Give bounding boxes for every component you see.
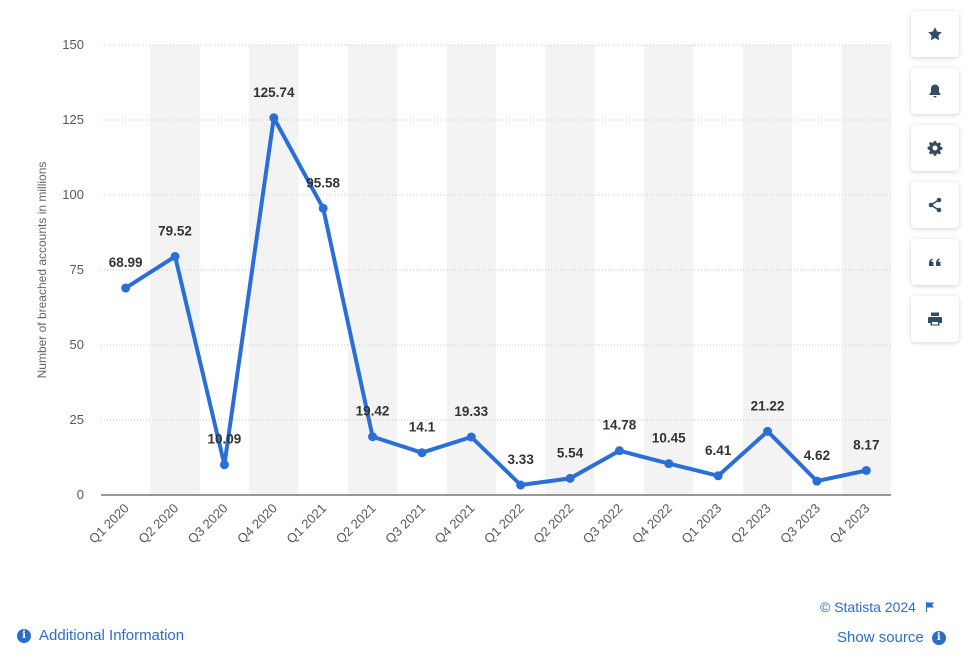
x-tick-label: Q1 2023 xyxy=(678,501,724,547)
y-axis-title: Number of breached accounts in millions xyxy=(35,162,49,379)
x-tick-label: Q4 2021 xyxy=(432,501,478,547)
gear-icon xyxy=(927,141,943,156)
data-point[interactable] xyxy=(516,480,526,490)
x-tick-label: Q3 2023 xyxy=(777,501,823,547)
data-labels: 68.99 79.52 10.09 125.74 95.58 19.42 14.1 19.33… xyxy=(109,85,880,467)
y-axis-ticks: 0 25 50 75 100 125 150 xyxy=(62,37,84,502)
data-point[interactable] xyxy=(664,459,674,469)
x-tick-label: Q1 2021 xyxy=(283,501,329,547)
data-label: 10.09 xyxy=(208,432,242,447)
data-label: 8.17 xyxy=(853,437,879,452)
data-label: 14.1 xyxy=(409,420,436,435)
data-label: 19.33 xyxy=(454,404,488,419)
data-point[interactable] xyxy=(170,251,180,261)
x-tick-label: Q3 2020 xyxy=(185,501,231,547)
x-tick-label: Q4 2023 xyxy=(827,501,873,547)
data-point[interactable] xyxy=(763,426,773,436)
x-tick-label: Q3 2022 xyxy=(580,501,626,547)
y-tick-label: 125 xyxy=(62,112,84,127)
data-point[interactable] xyxy=(713,471,723,481)
notification-button[interactable] xyxy=(911,68,959,114)
info-icon: i xyxy=(931,630,946,645)
x-tick-label: Q4 2022 xyxy=(629,501,675,547)
quote-icon xyxy=(929,258,941,266)
show-source-link[interactable]: Show source i xyxy=(837,629,946,646)
data-label: 5.54 xyxy=(557,445,584,460)
series-line xyxy=(123,115,869,487)
data-point[interactable] xyxy=(565,473,575,483)
x-tick-label: Q1 2020 xyxy=(86,501,132,547)
side-toolbar xyxy=(911,11,959,353)
category-band xyxy=(249,45,299,495)
x-axis-ticks: Q1 2020 Q2 2020 Q3 2020 Q4 2020 Q1 2021 Q2 20… xyxy=(86,501,872,547)
category-band xyxy=(446,45,496,495)
data-point[interactable] xyxy=(614,446,624,456)
data-point[interactable] xyxy=(466,432,476,442)
x-tick-label: Q2 2021 xyxy=(333,501,379,547)
data-label: 125.74 xyxy=(253,85,295,100)
y-tick-label: 100 xyxy=(62,187,84,202)
data-label: 14.78 xyxy=(603,418,637,433)
share-icon xyxy=(928,197,942,213)
data-label: 6.41 xyxy=(705,443,732,458)
cite-button[interactable] xyxy=(911,239,959,285)
data-point[interactable] xyxy=(861,465,871,475)
settings-button[interactable] xyxy=(911,125,959,171)
x-tick-label: Q2 2023 xyxy=(728,501,774,547)
flag-icon xyxy=(925,602,934,612)
star-icon xyxy=(928,27,942,41)
print-button[interactable] xyxy=(911,296,959,342)
y-tick-label: 75 xyxy=(70,262,84,277)
data-label: 4.62 xyxy=(804,448,830,463)
copyright-credit[interactable]: © Statista 2024 xyxy=(820,599,936,615)
data-point[interactable] xyxy=(269,113,279,123)
series-points xyxy=(121,113,871,490)
x-tick-label: Q1 2022 xyxy=(481,501,527,547)
data-point[interactable] xyxy=(121,283,131,293)
y-tick-label: 50 xyxy=(70,337,84,352)
data-label: 10.45 xyxy=(652,431,686,446)
share-button[interactable] xyxy=(911,182,959,228)
data-label: 19.42 xyxy=(356,404,390,419)
y-tick-label: 0 xyxy=(77,487,84,502)
data-label: 3.33 xyxy=(508,452,535,467)
data-point[interactable] xyxy=(812,476,822,486)
copyright-text: © Statista 2024 xyxy=(820,599,916,615)
data-point[interactable] xyxy=(417,448,427,458)
data-point[interactable] xyxy=(368,432,378,442)
data-label: 95.58 xyxy=(306,175,340,190)
x-tick-label: Q4 2020 xyxy=(234,501,280,547)
additional-information-label: Additional Information xyxy=(39,627,185,644)
data-label: 79.52 xyxy=(158,223,192,238)
show-source-label: Show source xyxy=(837,629,924,646)
info-icon: i xyxy=(17,628,31,643)
category-band xyxy=(545,45,595,495)
y-tick-label: 25 xyxy=(70,412,84,427)
category-band xyxy=(150,45,200,495)
y-tick-label: 150 xyxy=(62,37,84,52)
data-point[interactable] xyxy=(219,460,229,470)
print-icon xyxy=(928,312,942,326)
x-tick-label: Q2 2020 xyxy=(135,501,181,547)
favorite-button[interactable] xyxy=(911,11,959,57)
data-label: 21.22 xyxy=(751,398,785,413)
additional-information-link[interactable]: i Additional Information xyxy=(17,627,184,644)
x-tick-label: Q2 2022 xyxy=(530,501,576,547)
data-point[interactable] xyxy=(318,203,328,213)
x-tick-label: Q3 2021 xyxy=(382,501,428,547)
data-label: 68.99 xyxy=(109,255,143,270)
bell-icon xyxy=(929,84,941,98)
